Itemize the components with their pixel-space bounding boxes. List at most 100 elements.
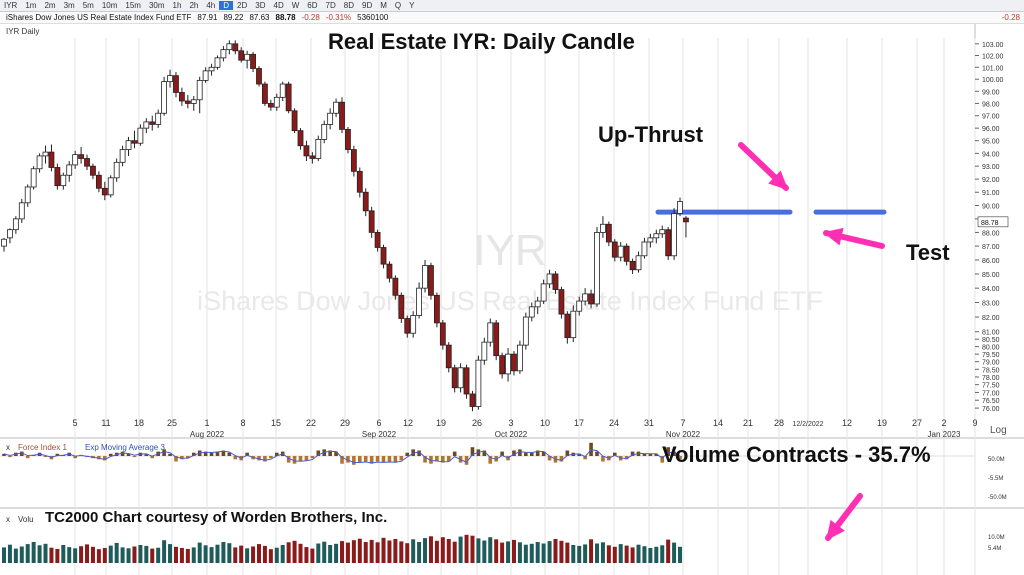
timeframe-9d[interactable]: 9D	[362, 1, 373, 10]
force-bar	[577, 453, 582, 456]
volume-bar	[61, 545, 66, 563]
chart-symbol-label[interactable]: IYR Daily	[6, 27, 40, 36]
y-tick-label: 88.00	[982, 230, 1000, 237]
force-bar	[601, 456, 605, 462]
candle-body	[238, 50, 245, 61]
change-value: -0.28	[301, 13, 320, 22]
volume-bar	[120, 547, 125, 563]
scale-label: Log	[990, 425, 1007, 436]
test-arrow	[823, 227, 885, 249]
volume-bar	[547, 541, 552, 563]
candle-body	[416, 287, 423, 316]
force-bar	[678, 456, 682, 460]
y-tick-label: 101.00	[982, 65, 1004, 72]
timeframe-6d[interactable]: 6D	[307, 1, 318, 10]
timeframe-3m[interactable]: 3m	[63, 1, 75, 10]
timeframe-d[interactable]: D	[219, 1, 234, 10]
force-bar	[257, 456, 261, 461]
timeframe-2d[interactable]: 2D	[237, 1, 248, 10]
up-thrust-arrow	[738, 142, 789, 191]
y-tick-label: 76.00	[982, 406, 1000, 413]
toolbar: IYR 1m 2m 3m 5m 10m 15m 30m 1h 2h 4h D 2D 3D 4D W 6D 7D 8D…	[0, 0, 1024, 12]
symbol-full-name: iShares Dow Jones US Real Estate Index F…	[6, 13, 192, 22]
volume-bar	[73, 548, 78, 563]
y-tick-label: 102.00	[982, 53, 1004, 60]
timeframe-3d[interactable]: 3D	[255, 1, 266, 10]
force-bar	[559, 456, 564, 462]
volume-bar	[600, 542, 605, 563]
volume-tick-label: 5.4M	[988, 546, 1001, 552]
y-tick-label: 82.00	[982, 315, 1000, 322]
force-bar	[43, 456, 48, 458]
candle-body	[90, 165, 96, 176]
force-bar	[126, 453, 131, 456]
x-tick-label: 11	[101, 418, 110, 428]
force-index-label: Force Index 1	[18, 443, 67, 452]
timeframe-15m[interactable]: 15m	[125, 1, 141, 10]
volume-bar	[577, 545, 582, 563]
timeframe-2m[interactable]: 2m	[44, 1, 56, 10]
candle-body	[428, 265, 434, 296]
candle-body	[178, 92, 185, 102]
candle-body	[439, 322, 446, 346]
volume-bar	[144, 545, 149, 563]
volume-bars	[2, 534, 683, 563]
volume-bar	[672, 542, 677, 563]
volume-bar	[233, 547, 238, 563]
toolbar-symbol[interactable]: IYR	[4, 1, 18, 10]
volume-bar	[268, 549, 273, 563]
y-tick-label: 90.00	[982, 203, 1000, 210]
force-bar	[97, 456, 101, 460]
watermark-name: iShares Dow Jones US Real Estate Index F…	[197, 286, 823, 316]
x-tick-label: 18	[134, 418, 144, 428]
timeframe-7d[interactable]: 7D	[325, 1, 336, 10]
y-tick-label: 87.00	[982, 244, 1000, 251]
volume-bar	[440, 537, 445, 563]
x-tick-label: 31	[644, 418, 654, 428]
timeframe-m[interactable]: M	[380, 1, 387, 10]
volume-bar	[363, 542, 368, 563]
arrow-head	[823, 227, 844, 246]
volume-bar	[595, 543, 599, 563]
candle-body	[605, 223, 612, 243]
force-bar	[263, 456, 267, 462]
candle-body	[220, 49, 227, 59]
volume-bar	[55, 548, 60, 563]
candle-body	[273, 96, 280, 108]
timeframe-8d[interactable]: 8D	[343, 1, 354, 10]
candle-body	[528, 306, 535, 318]
timeframe-w[interactable]: W	[291, 1, 300, 10]
force-bar	[476, 449, 481, 456]
volume-bar	[452, 541, 457, 563]
force-bar	[488, 456, 493, 464]
timeframe-5m[interactable]: 5m	[82, 1, 94, 10]
candle-body	[457, 367, 464, 389]
timeframe-1h[interactable]: 1h	[172, 1, 182, 10]
force-bar	[304, 456, 309, 461]
volume-arrow	[825, 493, 863, 541]
candle-body	[570, 310, 577, 339]
candle-body	[552, 273, 559, 290]
candle-body	[623, 245, 630, 262]
force-bar	[144, 453, 149, 456]
candle-body	[143, 121, 150, 129]
candle-body	[522, 316, 529, 346]
force-bar	[340, 456, 344, 464]
timeframe-30m[interactable]: 30m	[148, 1, 165, 10]
timeframe-4h[interactable]: 4h	[206, 1, 216, 10]
timeframe-4d[interactable]: 4D	[273, 1, 284, 10]
candle-body	[173, 75, 179, 93]
volume-bar	[25, 544, 30, 563]
timeframe-1m[interactable]: 1m	[25, 1, 37, 10]
candle-body	[641, 241, 648, 257]
x-tick-label: 17	[574, 418, 584, 428]
timeframe-q[interactable]: Q	[394, 1, 402, 10]
volume-bar	[494, 539, 499, 563]
candle-body	[350, 149, 357, 172]
timeframe-10m[interactable]: 10m	[101, 1, 118, 10]
timeframe-2h[interactable]: 2h	[189, 1, 199, 10]
volume-bar	[85, 544, 90, 563]
volume-bar	[553, 539, 558, 563]
timeframe-y[interactable]: Y	[409, 1, 415, 10]
